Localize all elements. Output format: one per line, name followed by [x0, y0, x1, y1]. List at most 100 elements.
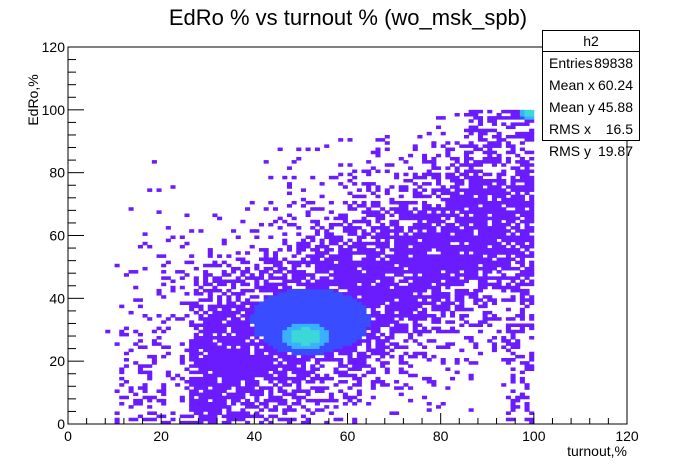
heatmap-cell: [473, 191, 479, 196]
heatmap-cell: [324, 329, 330, 334]
heatmap-cell: [245, 376, 251, 381]
heatmap-cell: [473, 178, 479, 183]
heatmap-cell: [296, 342, 302, 346]
heatmap-cell: [324, 405, 330, 409]
heatmap-cell: [198, 304, 204, 309]
heatmap-cell: [468, 226, 474, 230]
heatmap-cell: [272, 398, 279, 403]
heatmap-cell: [519, 112, 525, 117]
heatmap-cell: [338, 310, 344, 315]
heatmap-cell: [347, 292, 353, 296]
stats-row-mean-x: Mean x 60.24: [543, 74, 639, 96]
heatmap-cell: [347, 207, 353, 211]
heatmap-cell: [305, 307, 311, 312]
heatmap-cell: [296, 232, 302, 236]
heatmap-cell: [436, 329, 442, 334]
heatmap-cell: [412, 213, 418, 218]
heatmap-cell: [366, 270, 372, 274]
heatmap-cell: [161, 263, 167, 268]
heatmap-cell: [319, 320, 325, 324]
heatmap-cell: [361, 314, 367, 318]
heatmap-cell: [263, 329, 269, 334]
heatmap-cell: [352, 323, 358, 328]
heatmap-cell: [212, 364, 218, 368]
heatmap-cell: [342, 301, 348, 306]
heatmap-cell: [384, 229, 390, 233]
heatmap-cell: [235, 307, 241, 312]
heatmap-cell: [459, 307, 465, 312]
heatmap-cell: [151, 358, 157, 362]
heatmap-cell: [314, 367, 320, 371]
heatmap-cell: [398, 270, 404, 274]
heatmap-cell: [408, 166, 414, 170]
heatmap-cell: [510, 288, 516, 293]
heatmap-cell: [473, 144, 479, 148]
heatmap-cell: [328, 332, 334, 337]
heatmap-cell: [417, 229, 423, 233]
heatmap-cell: [380, 383, 386, 387]
heatmap-cell: [179, 270, 185, 274]
heatmap-cell: [296, 226, 302, 230]
heatmap-cell: [436, 298, 442, 302]
heatmap-cell: [291, 276, 297, 280]
heatmap-cell: [501, 257, 507, 262]
heatmap-cell: [417, 241, 423, 246]
heatmap-cell: [436, 279, 442, 284]
heatmap-cell: [319, 194, 325, 199]
heatmap-cell: [347, 222, 353, 227]
heatmap-cell: [231, 326, 237, 331]
heatmap-cell: [231, 323, 237, 328]
heatmap-cell: [342, 216, 348, 221]
heatmap-cell: [356, 276, 362, 280]
heatmap-cell: [459, 210, 465, 214]
heatmap-cell: [501, 197, 507, 202]
heatmap-cell: [510, 178, 516, 183]
heatmap-cell: [473, 292, 479, 296]
heatmap-cell: [263, 266, 269, 271]
heatmap-cell: [249, 307, 255, 312]
heatmap-cell: [142, 314, 148, 318]
heatmap-cell: [524, 402, 530, 406]
heatmap-cell: [347, 354, 353, 359]
heatmap-cell: [268, 200, 274, 205]
heatmap-cell: [361, 182, 367, 186]
heatmap-cell: [496, 282, 502, 287]
heatmap-cell: [286, 260, 292, 265]
heatmap-cell: [203, 389, 209, 393]
heatmap-cell: [258, 304, 265, 309]
heatmap-cell: [189, 229, 195, 233]
heatmap-cell: [133, 417, 139, 422]
heatmap-cell: [361, 292, 367, 296]
heatmap-cell: [272, 342, 279, 346]
heatmap-cell: [296, 398, 302, 403]
heatmap-cell: [403, 295, 409, 299]
heatmap-cell: [272, 257, 279, 262]
heatmap-cell: [468, 185, 474, 189]
heatmap-cell: [249, 380, 255, 384]
heatmap-cell: [328, 248, 334, 252]
heatmap-cell: [375, 295, 381, 299]
heatmap-cell: [398, 358, 404, 362]
heatmap-cell: [380, 314, 386, 318]
heatmap-cell: [268, 332, 274, 337]
heatmap-cell: [505, 216, 511, 221]
heatmap-cell: [482, 314, 488, 318]
heatmap-cell: [515, 207, 521, 211]
heatmap-cell: [268, 317, 274, 321]
heatmap-cell: [296, 370, 302, 375]
heatmap-cell: [398, 257, 404, 262]
heatmap-cell: [328, 314, 334, 318]
heatmap-cell: [366, 301, 372, 306]
heatmap-cell: [352, 329, 358, 334]
heatmap-cell: [370, 298, 376, 302]
heatmap-cell: [347, 251, 353, 255]
heatmap-cell: [305, 358, 311, 362]
heatmap-cell: [333, 216, 339, 221]
heatmap-cell: [198, 351, 204, 356]
heatmap-cell: [440, 329, 446, 334]
heatmap-cell: [226, 320, 232, 324]
heatmap-cell: [226, 348, 232, 353]
heatmap-cell: [463, 254, 470, 258]
heatmap-cell: [454, 257, 460, 262]
heatmap-cell: [482, 266, 488, 271]
